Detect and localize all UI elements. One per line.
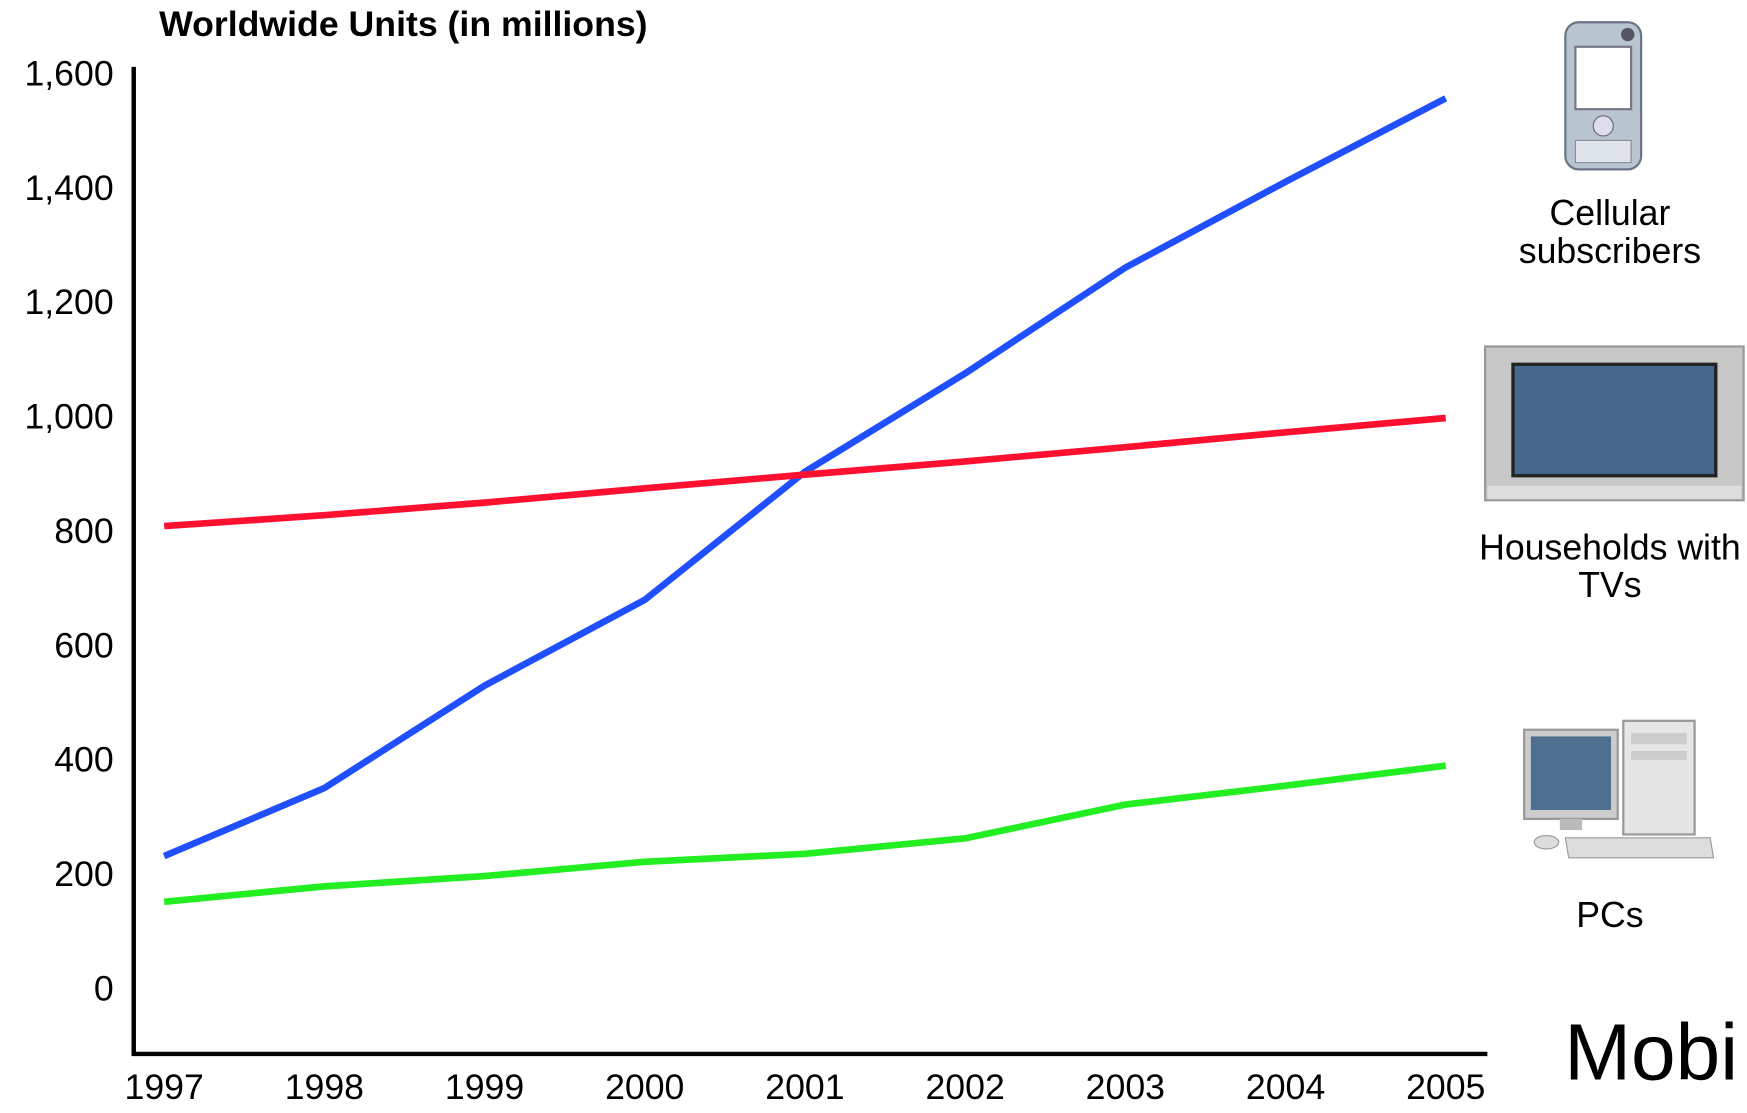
x-tick-label: 1998 — [285, 1067, 364, 1107]
y-tick-label: 200 — [54, 854, 113, 894]
y-tick-label: 400 — [54, 740, 113, 780]
y-tick-label: 800 — [54, 511, 113, 551]
legend-item: PCs — [1471, 896, 1747, 985]
y-tick-label: 1,200 — [24, 282, 113, 322]
x-tick-label: 2004 — [1246, 1067, 1325, 1107]
y-tick-label: 1,000 — [24, 397, 113, 437]
phone-icon — [1565, 22, 1641, 169]
annotation: Mobi — [1564, 1007, 1738, 1097]
series-line — [164, 418, 1446, 526]
legend-item: Households with TVs — [1471, 528, 1747, 617]
chart: Worldwide Units (in millions) Mobi Cellu… — [0, 0, 1747, 1113]
pc-icon — [1524, 721, 1713, 858]
tv-icon — [1485, 346, 1743, 500]
x-tick-label: 2001 — [765, 1067, 844, 1107]
x-tick-label: 1999 — [445, 1067, 524, 1107]
y-tick-label: 1,600 — [24, 53, 113, 93]
series-line — [164, 766, 1446, 902]
y-tick-label: 0 — [94, 968, 114, 1008]
y-tick-label: 1,400 — [24, 168, 113, 208]
legend-label: Cellular subscribers — [1471, 194, 1747, 270]
legend-label: Households with TVs — [1471, 528, 1747, 604]
x-tick-label: 2000 — [605, 1067, 684, 1107]
y-tick-label: 600 — [54, 625, 113, 665]
legend-item: Cellular subscribers — [1471, 194, 1747, 283]
x-tick-label: 2003 — [1086, 1067, 1165, 1107]
x-tick-label: 1997 — [125, 1067, 204, 1107]
x-tick-label: 2002 — [925, 1067, 1004, 1107]
y-axis-title: Worldwide Units (in millions) — [159, 4, 647, 44]
x-tick-label: 2005 — [1406, 1067, 1485, 1107]
legend-label: PCs — [1471, 896, 1747, 934]
